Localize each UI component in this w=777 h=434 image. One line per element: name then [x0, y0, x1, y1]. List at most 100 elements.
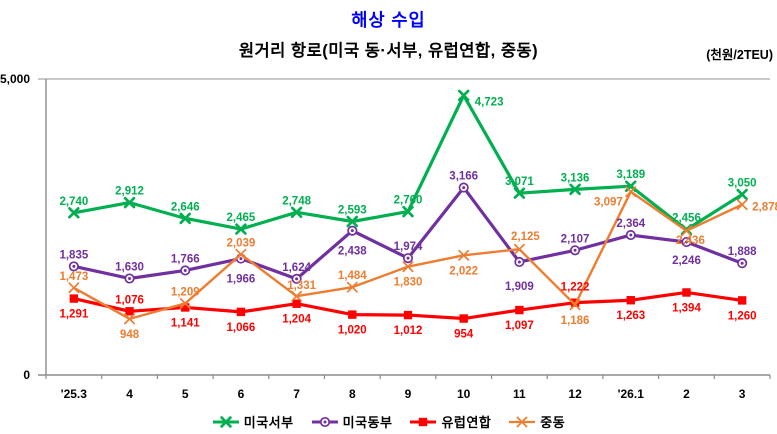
us-west-data-label: 2,456	[672, 213, 701, 225]
us-east-marker-dot	[629, 233, 633, 237]
us-east-data-label: 2,246	[672, 255, 701, 267]
eu-marker	[348, 310, 357, 319]
us-west-marker	[346, 215, 359, 228]
us-west-marker	[179, 212, 191, 225]
eu-marker	[626, 296, 635, 305]
eu-data-label: 1,097	[505, 320, 534, 332]
eu-marker	[682, 288, 691, 297]
us-west-data-label: 4,723	[475, 96, 504, 108]
chart-title: 해상 수입	[351, 10, 426, 30]
x-tick-label: 12	[568, 387, 582, 401]
us-east-marker-dot	[239, 257, 243, 261]
middle-east-legend-label: 중동	[540, 415, 566, 430]
eu-marker	[737, 296, 747, 305]
middle-east-marker	[458, 249, 470, 261]
us-east-marker-dot	[128, 277, 132, 281]
eu-marker	[236, 307, 246, 317]
legend: 미국서부 미국동부 유럽연합 중동	[0, 412, 777, 431]
eu-data-label: 1,291	[59, 309, 88, 321]
middle-east-marker	[68, 282, 80, 294]
us-east-marker-dot	[350, 229, 354, 233]
us-east-marker-dot	[406, 256, 410, 260]
eu-data-label: 1,141	[171, 317, 200, 329]
us-west-legend-label: 미국서부	[243, 415, 294, 430]
x-tick-label: 8	[349, 387, 356, 401]
us-east-data-label: 2,438	[338, 246, 367, 258]
us-west-marker	[220, 415, 232, 428]
middle-east-marker	[124, 313, 135, 325]
middle-east-data-label: 2,039	[227, 237, 256, 249]
us-west-marker	[290, 206, 303, 219]
unit-label: (천원/2TEU)	[706, 48, 773, 62]
eu-marker	[459, 314, 468, 323]
us-east-data-label: 1,909	[505, 281, 534, 293]
us-west-data-label: 2,748	[282, 195, 311, 207]
us-west-data-label: 3,189	[616, 169, 645, 181]
x-tick-label: 9	[405, 387, 412, 401]
legend-item-middle-east: 중동	[508, 412, 565, 431]
us-east-marker-dot	[295, 277, 299, 281]
eu-data-label: 1,066	[227, 322, 256, 334]
us-east-legend-label: 미국동부	[342, 415, 393, 430]
us-east-data-label: 1,630	[115, 262, 144, 274]
x-tick-label: 7	[293, 387, 300, 401]
x-tick-label: '25.3	[61, 387, 88, 401]
middle-east-data-label: 948	[120, 329, 140, 341]
x-tick-label: 4	[126, 387, 133, 401]
middle-east-data-label: 1,186	[561, 315, 590, 327]
us-west-data-label: 2,912	[115, 186, 144, 198]
us-west-legend-marker-icon	[212, 415, 239, 428]
us-east-marker-dot	[684, 240, 688, 244]
us-west-data-label: 2,646	[171, 201, 200, 213]
us-east-marker-dot	[573, 248, 577, 252]
eu-marker	[125, 307, 134, 316]
middle-east-data-label: 1,830	[394, 277, 423, 289]
eu-data-label: 1,260	[728, 310, 757, 322]
y-tick-label: 0	[23, 368, 30, 382]
us-east-data-label: 1,835	[59, 249, 88, 261]
eu-data-label: 1,394	[672, 302, 701, 314]
chart-subtitle: 원거리 항로(미국 동·서부, 유럽연합, 중동)	[238, 42, 539, 60]
us-east-data-label: 2,364	[616, 218, 645, 230]
us-west-marker	[235, 223, 247, 235]
middle-east-data-label: 2,878	[752, 202, 777, 214]
eu-data-label: 954	[454, 329, 474, 341]
x-tick-label: 6	[238, 387, 245, 401]
middle-east-marker	[625, 186, 637, 198]
eu-legend-label: 유럽연합	[441, 415, 492, 430]
us-west-data-label: 3,050	[728, 177, 757, 189]
eu-marker	[292, 299, 301, 308]
us-east-data-label: 2,107	[561, 233, 590, 245]
us-east-marker-dot	[183, 268, 187, 272]
us-east-data-label: 1,624	[282, 262, 311, 274]
middle-east-marker	[291, 290, 303, 302]
eu-marker	[181, 303, 190, 312]
eu-marker	[515, 305, 524, 315]
x-tick-label: 10	[457, 387, 471, 401]
middle-east-data-label: 2,125	[511, 231, 540, 243]
us-west-data-label: 3,136	[561, 172, 590, 184]
us-west-marker	[569, 183, 581, 196]
middle-east-legend-marker-icon	[509, 416, 536, 427]
us-west-marker	[402, 205, 414, 218]
line-chart: 0 5,000 '25.3 4 5 6 7 8 9 10 11 12 '26.1 2 3 2,740 2,912…	[0, 72, 777, 401]
us-east-data-label: 3,166	[449, 171, 478, 183]
us-east-marker-dot	[462, 186, 466, 190]
us-east-data-label: 1,766	[171, 253, 200, 265]
us-east-marker-dot	[517, 260, 521, 264]
middle-east-data-label: 1,331	[287, 280, 316, 292]
eu-marker	[69, 294, 79, 303]
middle-east-data-label: 1,473	[59, 271, 88, 283]
us-west-marker	[457, 89, 470, 102]
legend-item-eu: 유럽연합	[409, 412, 491, 431]
middle-east-data-label: 1,209	[171, 286, 200, 298]
us-west-marker	[123, 196, 136, 209]
us-west-data-label: 2,740	[59, 196, 88, 208]
y-tick-label: 5,000	[0, 72, 30, 86]
eu-legend-marker-icon	[410, 417, 437, 426]
us-east-marker-dot	[740, 261, 744, 265]
eu-marker	[403, 310, 413, 320]
us-east-marker-dot	[72, 264, 76, 268]
middle-east-data-label: 1,484	[338, 270, 367, 282]
